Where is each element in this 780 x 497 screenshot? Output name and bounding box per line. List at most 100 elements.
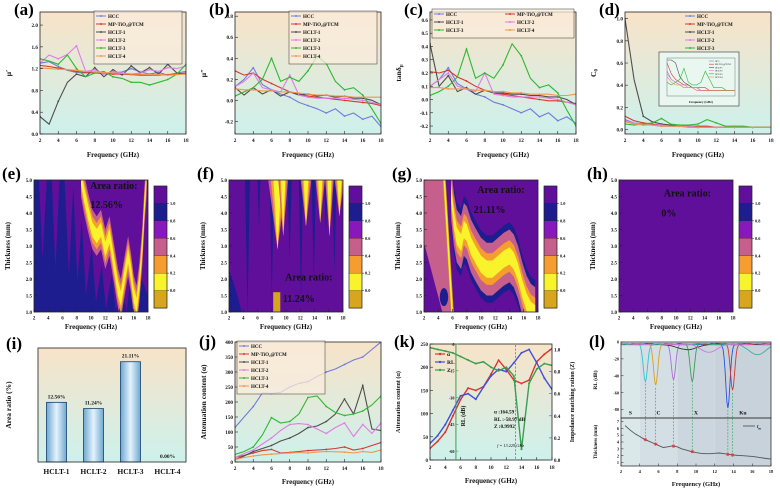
area-ratio-value: 0% xyxy=(661,208,676,219)
x-tick-label: 18 xyxy=(768,138,774,144)
series-marker xyxy=(733,126,736,129)
contour-region xyxy=(281,180,286,237)
y-tick-label: 1.6 xyxy=(32,45,39,51)
x-tick-label: 10 xyxy=(89,317,95,322)
x-axis-label: Frequency (GHz) xyxy=(465,477,518,485)
series-group xyxy=(235,55,381,128)
area-ratio-value: 11.24% xyxy=(283,294,315,305)
rl-tick-label: -80 xyxy=(613,407,619,412)
colorbar-label: 0.2 xyxy=(365,271,370,276)
series-marker xyxy=(75,44,78,47)
series-marker xyxy=(270,437,273,439)
x-tick-label: 10 xyxy=(695,138,701,144)
thickness-tick-label: 2 xyxy=(617,453,619,458)
colorbar-segment xyxy=(348,238,363,257)
inset-legend-label: HCC xyxy=(715,61,720,63)
series-marker xyxy=(538,115,541,118)
x-tick-label: 6 xyxy=(465,138,468,144)
k-series-marker xyxy=(444,350,447,353)
series-marker xyxy=(93,68,96,71)
x-tick-label: 2 xyxy=(624,138,627,144)
panel-c: 2 4 6 8 10 12 14 16 18 -0.2 -0.1 0.0 0.1 0.2 0.3 0.4 0.5… xyxy=(390,0,585,166)
x-tick-label: 16 xyxy=(360,466,366,472)
y-tick-label: 0.2 xyxy=(617,105,624,111)
colorbar-segment xyxy=(153,203,168,222)
panel-b-tag: (b) xyxy=(209,0,230,19)
series-marker xyxy=(112,75,114,78)
k-series-marker xyxy=(505,366,508,369)
colorbar-label: 0.4 xyxy=(170,253,176,258)
legend-sample-marker xyxy=(509,29,511,31)
series-marker xyxy=(361,99,364,102)
series-marker xyxy=(252,88,255,91)
y-axis-label: μ′ xyxy=(4,70,13,76)
x-tick-label: 2 xyxy=(234,138,237,144)
z-axis-label: Impedance matching ration (Z) xyxy=(569,362,576,443)
colorbar-segment xyxy=(738,185,753,204)
x-tick-label: 12 xyxy=(519,138,525,144)
panel-h-tag: (h) xyxy=(587,164,608,183)
legend-label: HCLT-2 xyxy=(108,39,126,44)
legend-sample-marker xyxy=(438,360,442,364)
k-series-marker xyxy=(490,366,492,369)
x-tick-label: 8 xyxy=(271,317,274,322)
y-tick-label: 3.5 xyxy=(221,229,228,234)
y-axis-label: Thickness (mm) xyxy=(4,221,12,270)
series-marker xyxy=(112,72,114,74)
x-tick-label: 18 xyxy=(536,317,542,322)
series-marker xyxy=(75,67,78,70)
area-ratio-title: Area ratio: xyxy=(477,185,524,196)
series-marker xyxy=(148,84,151,86)
contour-shapes xyxy=(34,180,148,312)
x-tick-label: 12 xyxy=(324,138,330,144)
k-series-marker xyxy=(459,355,462,358)
legend-label: HCLT-2 xyxy=(303,39,321,44)
legend-label: HCLT-4 xyxy=(517,29,535,34)
x-tick-label: 4 xyxy=(252,138,255,144)
series-marker xyxy=(361,410,364,412)
k-series-marker xyxy=(451,414,454,417)
contour-shapes xyxy=(229,180,343,312)
legend-sample-marker xyxy=(295,23,297,25)
legend-sample-marker xyxy=(100,23,102,25)
tm-marker-star xyxy=(690,450,694,454)
colorbar-label: 0.4 xyxy=(365,253,371,258)
series-marker xyxy=(483,89,486,92)
k-series-marker xyxy=(467,359,470,362)
panel-h-chart: 2 4 6 8 10 12 14 16 18 1.0 1.5 2.0 2.5 3.0 3.5 4.0 4.5 5.… xyxy=(589,179,761,331)
colorbar-label: 0.4 xyxy=(755,253,761,258)
inset-legend-label: HCLT-2 xyxy=(715,71,723,73)
rl-axis-label: RL (dB) xyxy=(460,406,467,427)
bar-category-label: HCLT-3 xyxy=(117,467,143,476)
x-tick-label: 10 xyxy=(305,138,311,144)
colorbar-segment xyxy=(738,290,753,309)
area-ratio-title: Area ratio: xyxy=(664,189,711,200)
series-marker xyxy=(361,356,364,358)
series-marker xyxy=(325,450,328,453)
rl-tick-label: -15 xyxy=(449,369,455,374)
series-marker xyxy=(307,96,309,99)
x-tick-label: 12 xyxy=(129,138,135,144)
series-marker xyxy=(325,94,328,96)
series-marker xyxy=(751,126,754,129)
x-tick-label: 12 xyxy=(324,466,330,472)
y-tick-label: 1.5 xyxy=(221,295,228,300)
series-marker xyxy=(75,73,78,75)
annotation-line: Z :0.9992 xyxy=(494,424,515,430)
x-tick-label: 18 xyxy=(549,465,555,471)
contour-region xyxy=(451,184,536,312)
x-tick-label: 14 xyxy=(702,317,708,322)
y-tick-label: 0.0 xyxy=(32,132,39,138)
contour-shapes xyxy=(424,180,536,312)
x-tick-label: 10 xyxy=(674,317,680,322)
legend-label: HCLT-3 xyxy=(251,377,269,382)
k-series-marker xyxy=(535,361,538,364)
tm-marker-star xyxy=(654,442,658,446)
x-tick-label: 2 xyxy=(228,317,231,322)
series-marker xyxy=(361,101,364,104)
y-tick-label: 1.5 xyxy=(26,295,33,300)
colorbar-frame xyxy=(738,185,753,309)
colorbar-label: 1.0 xyxy=(170,201,175,206)
rl-curves-group xyxy=(621,343,771,409)
y-tick-label: 2.5 xyxy=(221,262,228,267)
